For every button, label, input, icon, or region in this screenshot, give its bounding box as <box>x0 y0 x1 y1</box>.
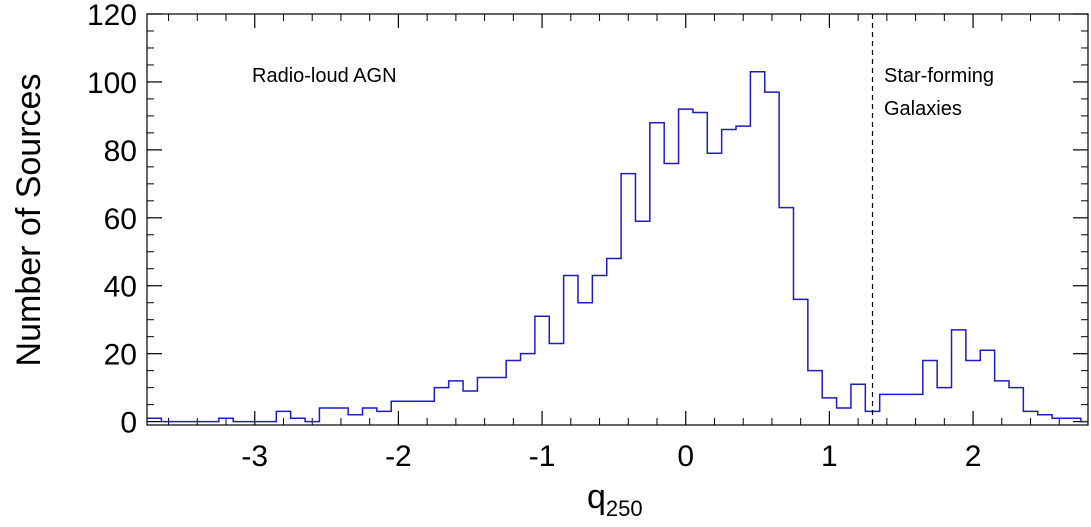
y-tick-label: 20 <box>104 339 137 372</box>
y-tick-label: 0 <box>120 407 137 440</box>
x-tick-label: 1 <box>821 440 838 473</box>
annotation-star-forming-line1: Star-forming <box>884 65 994 87</box>
x-tick-label: -1 <box>529 440 556 473</box>
x-axis-title: q250 <box>587 478 643 521</box>
plot-frame <box>146 13 1089 426</box>
annotation-radio-loud: Radio-loud AGN <box>252 65 397 87</box>
y-tick-label: 40 <box>104 271 137 304</box>
x-tick-label: -2 <box>385 440 412 473</box>
x-tick-label: 2 <box>965 440 982 473</box>
x-tick-label: -3 <box>241 440 268 473</box>
histogram-series-line <box>147 70 1088 423</box>
y-tick-label: 120 <box>87 0 137 32</box>
x-axis-title-subscript: 250 <box>606 496 643 521</box>
annotation-star-forming-line2: Galaxies <box>884 98 962 120</box>
y-tick-label: 60 <box>104 203 137 236</box>
x-axis-title-main: q <box>587 478 606 516</box>
y-tick-label: 80 <box>104 135 137 168</box>
y-tick-label: 100 <box>87 67 137 100</box>
x-tick-label: 0 <box>677 440 694 473</box>
y-axis-title: Number of Sources <box>10 74 48 367</box>
